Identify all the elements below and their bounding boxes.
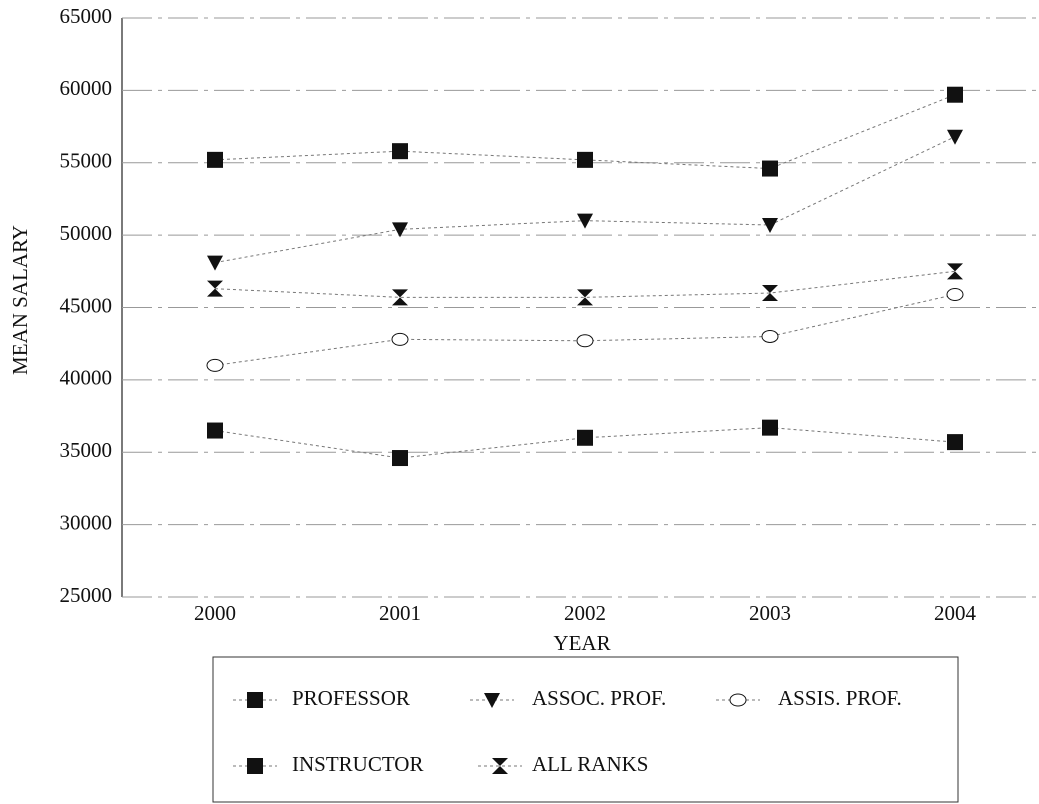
data-point xyxy=(207,422,223,439)
data-point xyxy=(761,329,779,343)
legend-marker xyxy=(484,693,500,708)
series-line xyxy=(214,293,956,366)
data-point xyxy=(946,287,964,301)
data-point xyxy=(577,289,593,306)
data-point xyxy=(947,434,963,451)
legend-marker xyxy=(247,692,263,708)
y-tick-label: 30000 xyxy=(60,510,113,534)
legend-marker xyxy=(247,758,263,774)
y-tick-label: 35000 xyxy=(60,438,113,462)
data-point xyxy=(576,334,594,348)
legend-marker xyxy=(729,693,747,707)
x-tick-label: 2001 xyxy=(379,601,421,625)
x-tick-label: 2002 xyxy=(564,601,606,625)
data-point xyxy=(947,263,963,280)
data-point xyxy=(947,129,963,145)
y-tick-label: 45000 xyxy=(60,293,113,317)
y-tick-label: 55000 xyxy=(60,149,113,173)
data-point xyxy=(392,450,408,467)
x-tick-label: 2000 xyxy=(194,601,236,625)
data-point xyxy=(391,332,409,346)
x-tick-label: 2004 xyxy=(934,601,977,625)
data-point xyxy=(207,151,223,168)
y-tick-label: 65000 xyxy=(60,4,113,28)
x-tick-label: 2003 xyxy=(749,601,791,625)
data-point xyxy=(392,222,408,238)
y-tick-label: 60000 xyxy=(60,76,113,100)
data-point xyxy=(207,255,223,271)
legend-label: ASSIS. PROF. xyxy=(778,686,902,710)
data-point xyxy=(206,358,224,372)
y-axis-label: MEAN SALARY xyxy=(8,225,32,375)
legend-marker xyxy=(492,758,508,774)
x-axis-label: YEAR xyxy=(553,631,610,655)
legend-box xyxy=(212,656,959,803)
legend-label: INSTRUCTOR xyxy=(292,752,423,776)
data-point xyxy=(762,217,778,233)
data-point xyxy=(577,151,593,168)
data-point xyxy=(392,289,408,306)
data-point xyxy=(762,285,778,302)
y-tick-label: 50000 xyxy=(60,221,113,245)
data-point xyxy=(762,419,778,436)
legend-label: PROFESSOR xyxy=(292,686,410,710)
y-tick-label: 40000 xyxy=(60,366,113,390)
data-point xyxy=(577,429,593,446)
data-point xyxy=(577,213,593,229)
data-point xyxy=(762,160,778,177)
data-point xyxy=(207,280,223,297)
y-tick-label: 25000 xyxy=(60,583,113,607)
data-point xyxy=(392,143,408,160)
legend-label: ASSOC. PROF. xyxy=(532,686,666,710)
legend-label: ALL RANKS xyxy=(532,752,648,776)
data-point xyxy=(947,86,963,103)
